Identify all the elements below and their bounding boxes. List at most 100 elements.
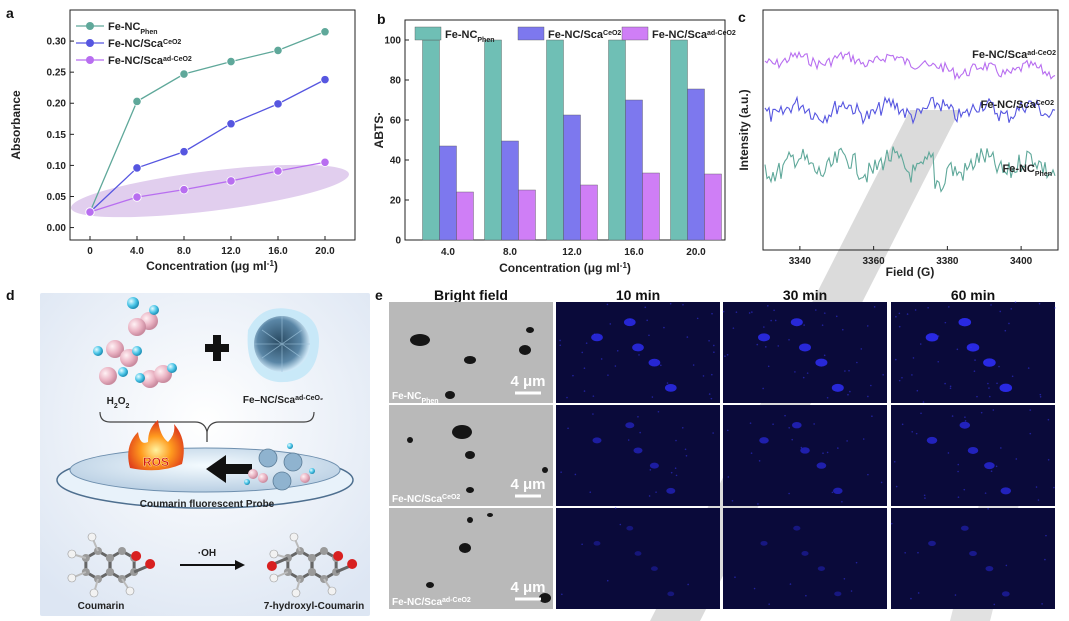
- legend-marker: [86, 56, 94, 64]
- noise-dot: [638, 354, 640, 356]
- noise-dot: [751, 311, 753, 313]
- noise-dot: [1037, 499, 1040, 501]
- noise-dot: [996, 382, 998, 385]
- reaction-arrow-head: [235, 560, 245, 570]
- noise-dot: [1045, 534, 1047, 537]
- noise-dot: [773, 309, 775, 312]
- oxygen-atom: [347, 559, 358, 569]
- y-tick-label: 0.30: [47, 37, 67, 48]
- legend-marker: [86, 39, 94, 47]
- legend-label: Fe-NC/ScaCeO2: [548, 29, 621, 41]
- noise-dot: [794, 371, 796, 373]
- fluorescent-spot: [793, 525, 801, 531]
- coumarin-molecule-icon: [67, 532, 156, 598]
- noise-dot: [870, 384, 872, 387]
- series-label: Fe-NC/ScaCeO2: [981, 99, 1054, 111]
- column-header: 60 min: [951, 287, 995, 303]
- data-point-phen: [273, 45, 283, 56]
- noise-dot: [722, 310, 725, 313]
- noise-dot: [768, 603, 770, 605]
- y-tick-label: 0: [395, 236, 401, 247]
- noise-dot: [954, 594, 957, 596]
- oh-label: ·OH: [198, 548, 216, 559]
- noise-dot: [999, 310, 1002, 313]
- noise-dot: [895, 485, 898, 488]
- noise-dot: [649, 469, 652, 471]
- fluorescent-spot: [815, 358, 828, 367]
- fluorescent-spot: [800, 447, 810, 454]
- noise-dot: [904, 551, 906, 554]
- atom: [307, 568, 316, 576]
- noise-dot: [585, 342, 588, 344]
- noise-dot: [906, 313, 909, 315]
- bar-phen: [484, 39, 502, 241]
- noise-dot: [583, 390, 586, 392]
- noise-dot: [823, 312, 826, 314]
- panel-b-xlabel: Concentration (μg ml-1): [499, 261, 631, 276]
- bar-sca: [501, 140, 519, 241]
- x-tick-label: 0: [87, 246, 93, 257]
- noise-dot: [731, 500, 734, 502]
- noise-dot: [711, 373, 713, 376]
- y-tick-label: 80: [390, 76, 402, 87]
- noise-dot: [917, 551, 919, 554]
- scale-label: 4 μm: [510, 476, 545, 493]
- series-line-sca: [89, 79, 326, 213]
- noise-dot: [964, 416, 966, 418]
- noise-dot: [627, 439, 630, 441]
- series-label: Fe-NCPhen: [1002, 163, 1052, 178]
- panel-a-xlabel: Concentration (μg ml-1): [146, 259, 278, 274]
- noise-dot: [920, 412, 922, 415]
- panel-e-letter: e: [375, 287, 383, 303]
- noise-dot: [957, 463, 960, 466]
- noise-dot: [813, 423, 815, 425]
- noise-dot: [1005, 564, 1008, 567]
- particle: [445, 391, 455, 399]
- catalyst-label: Fe–NC/Scaad-CeO₂: [243, 395, 323, 407]
- noise-dot: [692, 364, 695, 366]
- fluorescent-spot: [925, 333, 939, 342]
- noise-dot: [924, 497, 926, 499]
- bar-sca: [625, 99, 643, 241]
- noise-dot: [849, 390, 851, 393]
- x-tick-label: 20.0: [686, 247, 706, 258]
- y-tick-label: 0.15: [47, 130, 67, 141]
- probe-label: Coumarin fluorescent Probe: [140, 499, 275, 510]
- noise-dot: [748, 312, 751, 314]
- data-point-phen: [132, 96, 142, 106]
- fluorescent-spot: [634, 551, 642, 556]
- noise-dot: [663, 326, 665, 329]
- noise-dot: [765, 346, 767, 348]
- h2o2-molecules-icon: [93, 297, 177, 388]
- noise-dot: [770, 319, 772, 322]
- bar-ad: [518, 189, 536, 241]
- noise-dot: [847, 393, 849, 396]
- noise-dot: [973, 370, 976, 373]
- y-tick-label: 0.25: [47, 68, 67, 79]
- column-header: 10 min: [616, 287, 660, 303]
- noise-dot: [867, 473, 869, 476]
- noise-dot: [758, 460, 761, 462]
- atom: [118, 547, 126, 555]
- x-tick-label: 4.0: [441, 247, 455, 258]
- noise-dot: [581, 351, 584, 354]
- fluorescent-spot: [816, 462, 827, 469]
- noise-dot: [992, 409, 995, 411]
- data-point-ad: [132, 192, 142, 202]
- legend-swatch: [517, 26, 545, 41]
- oxygen-atom: [266, 561, 277, 571]
- ros-label: ROS: [143, 455, 169, 469]
- panel-c-xlabel: Field (G): [886, 265, 935, 279]
- bond: [273, 556, 289, 566]
- bar-ad: [642, 172, 660, 241]
- noise-dot: [726, 354, 729, 356]
- particle: [464, 356, 476, 364]
- noise-dot: [846, 440, 848, 442]
- noise-dot: [616, 349, 619, 352]
- hydrogen-atom: [327, 586, 337, 596]
- noise-dot: [1053, 486, 1055, 489]
- bond: [335, 564, 351, 574]
- noise-dot: [675, 439, 677, 442]
- particle: [542, 467, 548, 473]
- noise-dot: [592, 413, 594, 415]
